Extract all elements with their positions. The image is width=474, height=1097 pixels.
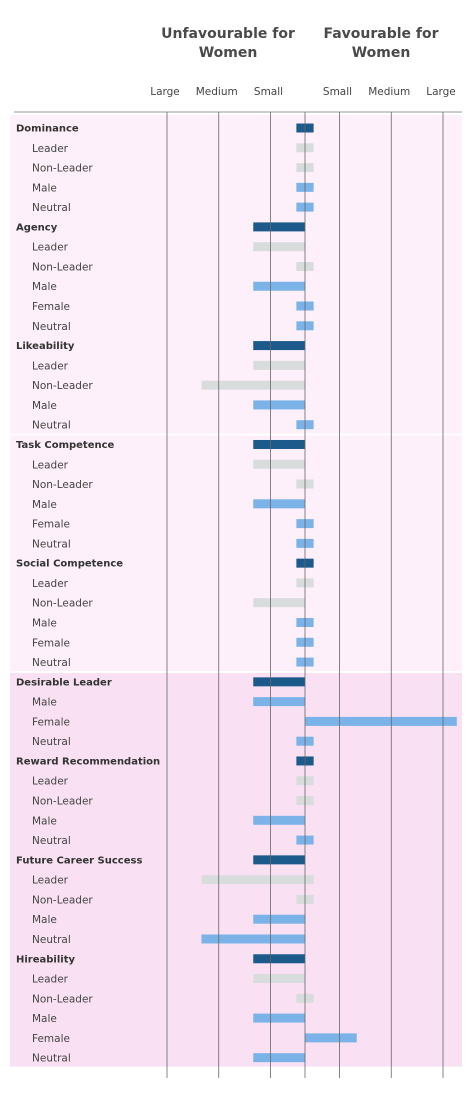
x-tick-label: Large [426, 86, 456, 98]
row-label: Non-Leader [32, 261, 93, 273]
x-tick-label: Large [150, 86, 180, 98]
x-tick-label: Small [323, 86, 352, 98]
row-label: Neutral [32, 657, 71, 669]
bar [253, 459, 305, 469]
row-label: Female [32, 301, 70, 313]
row-label: Neutral [32, 538, 71, 550]
group-bands [10, 115, 462, 1067]
bar [253, 815, 305, 825]
x-tick-label: Small [254, 86, 283, 98]
row-label: Non-Leader [32, 894, 93, 906]
group-band [10, 435, 462, 671]
header-left-line-2: Women [199, 45, 258, 61]
bar [201, 380, 305, 390]
row-label: Male [32, 499, 57, 511]
x-tick-label: Medium [368, 86, 410, 98]
x-tick-labels: Large Medium Small Small Medium Large [150, 86, 456, 98]
bar [201, 875, 314, 885]
row-label: Non-Leader [32, 993, 93, 1005]
row-label: Neutral [32, 835, 71, 847]
x-tick-label: Medium [196, 86, 238, 98]
row-label: Neutral [32, 420, 71, 432]
row-label: Male [32, 914, 57, 926]
header-right-line-2: Women [352, 45, 411, 61]
bar [253, 1053, 305, 1063]
category-bar [253, 439, 305, 449]
row-label: Leader [32, 578, 69, 590]
row-label: Male [32, 182, 57, 194]
row-label: Male [32, 1013, 57, 1025]
chart-header: Unfavourable for Women Favourable for Wo… [161, 26, 438, 61]
group-band [10, 672, 462, 1067]
category-bar [253, 677, 305, 687]
row-label: Male [32, 697, 57, 709]
bar [253, 697, 305, 707]
bar [253, 360, 305, 370]
bar [253, 598, 305, 608]
category-label: Agency [16, 222, 58, 233]
bar [253, 242, 305, 252]
bar [253, 400, 305, 410]
row-label: Leader [32, 459, 69, 471]
category-label: Dominance [16, 124, 79, 135]
row-label: Female [32, 637, 70, 649]
bar [253, 281, 305, 291]
row-label: Neutral [32, 202, 71, 214]
row-label: Male [32, 815, 57, 827]
category-label: Task Competence [16, 440, 115, 451]
row-label: Neutral [32, 1053, 71, 1065]
category-label: Future Career Success [16, 855, 142, 866]
row-label: Leader [32, 875, 69, 887]
bar [201, 934, 305, 944]
header-right-line-1: Favourable for [323, 26, 438, 42]
row-label: Non-Leader [32, 163, 93, 175]
row-label: Leader [32, 143, 69, 155]
group-band [10, 115, 462, 434]
category-bar [253, 855, 305, 865]
row-label: Male [32, 400, 57, 412]
gridlines [166, 112, 444, 1078]
row-label: Neutral [32, 934, 71, 946]
bar [253, 499, 305, 509]
row-label: Leader [32, 974, 69, 986]
row-label: Non-Leader [32, 380, 93, 392]
row-label: Leader [32, 360, 69, 372]
row-label: Leader [32, 776, 69, 788]
bar [253, 914, 305, 924]
category-label: Reward Recommendation [16, 756, 160, 767]
category-bar [253, 954, 305, 964]
row-label: Non-Leader [32, 598, 93, 610]
category-label: Social Competence [16, 559, 123, 570]
category-label: Likeability [16, 341, 75, 352]
bar [253, 1013, 305, 1023]
category-label: Desirable Leader [16, 677, 112, 688]
category-bar [253, 341, 305, 351]
row-label: Leader [32, 242, 69, 254]
row-label: Non-Leader [32, 479, 93, 491]
row-label: Male [32, 618, 57, 630]
header-left-line-1: Unfavourable for [161, 26, 295, 42]
row-label: Neutral [32, 321, 71, 333]
category-label: Hireability [16, 954, 75, 965]
bar [305, 716, 457, 726]
row-label: Neutral [32, 736, 71, 748]
row-label: Female [32, 716, 70, 728]
category-bar [253, 222, 305, 232]
bar [305, 1033, 357, 1043]
bar [253, 974, 305, 984]
row-label: Male [32, 281, 57, 293]
row-label: Female [32, 1033, 70, 1045]
row-label: Female [32, 519, 70, 531]
row-label: Non-Leader [32, 796, 93, 808]
